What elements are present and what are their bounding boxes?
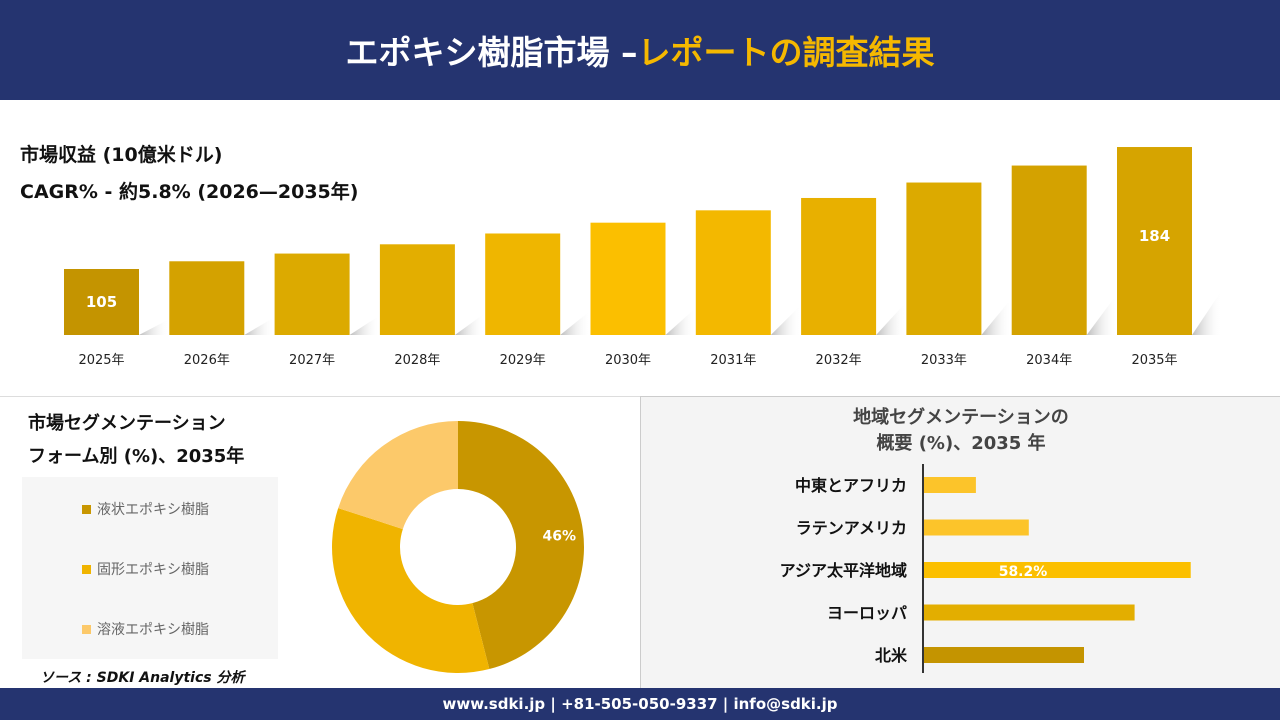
- x-tick-label: 2033年: [921, 353, 967, 368]
- donut-slice-0: [458, 421, 585, 670]
- form-segment-panel: 市場セグメンテーション フォーム別 (%)、2035年 液状エポキシ樹脂 固形エ…: [0, 396, 640, 688]
- bar-shadow: [349, 315, 380, 335]
- legend-label: 固形エポキシ樹脂: [97, 562, 209, 578]
- revenue-panel: 市場収益 (10億米ドル) CAGR% - 約5.8% (2026—2035年)…: [0, 100, 1280, 395]
- bar-2033年: [906, 182, 982, 335]
- hbar-ヨーロッパ: [923, 604, 1135, 621]
- x-tick-label: 2032年: [816, 353, 862, 368]
- x-tick-label: 2034年: [1026, 353, 1072, 368]
- x-tick-label: 2029年: [500, 353, 546, 368]
- title-main: エポキシ樹脂市場 –: [345, 33, 638, 72]
- legend-label: 溶液エポキシ樹脂: [97, 622, 209, 638]
- bar-data-label: 184: [1139, 227, 1170, 245]
- legend-label: 液状エポキシ樹脂: [97, 502, 209, 518]
- bar-shadow: [770, 305, 801, 335]
- footer-contact: www.sdki.jp | +81-505-050-9337 | info@sd…: [0, 688, 1280, 720]
- bar-2026年: [169, 261, 245, 335]
- bar-2025年: [64, 269, 139, 335]
- hbar-アジア太平洋地域: [923, 562, 1191, 578]
- hbar-data-label: 58.2%: [999, 564, 1048, 580]
- hbar-北米: [923, 647, 1084, 663]
- legend-swatch: [82, 564, 91, 574]
- bar-2029年: [485, 233, 561, 335]
- bar-shadow: [454, 313, 485, 335]
- x-tick-label: 2025年: [78, 353, 124, 368]
- source-text: ソース : SDKI Analytics 分析: [40, 670, 245, 686]
- bar-shadow: [665, 308, 696, 335]
- bar-2035年: [1117, 147, 1192, 335]
- bar-shadow: [981, 298, 1012, 335]
- bar-2030年: [590, 222, 666, 335]
- bar-shadow: [244, 317, 275, 335]
- legend-item: 溶液エポキシ樹脂: [82, 619, 209, 639]
- donut-legend: 液状エポキシ樹脂 固形エポキシ樹脂 溶液エポキシ樹脂: [22, 477, 278, 659]
- page-title: エポキシ樹脂市場 – レポートの調査結果: [0, 0, 1280, 100]
- legend-swatch: [82, 624, 91, 634]
- cagr-text: CAGR% - 約5.8% (2026—2035年): [20, 181, 359, 203]
- x-tick-label: 2035年: [1131, 353, 1177, 368]
- y-tick-label: 中東とアフリカ: [795, 476, 907, 495]
- x-tick-label: 2028年: [394, 353, 440, 368]
- form-title-1: 市場セグメンテーション: [28, 413, 226, 434]
- region-title-2: 概要 (%)、2035 年: [876, 433, 1046, 454]
- revenue-bar-chart: 2025年 105 2026年 2027年 2028年 2029年 2030年 2031年 20…: [64, 147, 1222, 368]
- bar-shadow: [1192, 290, 1222, 335]
- x-tick-label: 2027年: [289, 353, 335, 368]
- y-tick-label: 北米: [875, 646, 908, 665]
- hbar-ラテンアメリカ: [923, 519, 1029, 536]
- bar-shadow: [560, 310, 591, 335]
- title-accent: レポートの調査結果: [637, 33, 935, 72]
- bar-2027年: [274, 253, 350, 335]
- form-donut-chart: 46%: [332, 421, 585, 673]
- y-tick-label: ラテンアメリカ: [796, 519, 907, 538]
- x-tick-label: 2026年: [184, 353, 230, 368]
- donut-slice-1: [332, 508, 490, 673]
- donut-slice-2: [338, 421, 458, 530]
- legend-item: 液状エポキシ樹脂: [82, 499, 209, 519]
- region-title-1: 地域セグメンテーションの: [853, 407, 1069, 428]
- region-segment-panel: 地域セグメンテーションの 概要 (%)、2035 年 中東とアフリカ ラテンアメリ…: [640, 396, 1280, 688]
- y-tick-label: アジア太平洋地域: [780, 561, 907, 580]
- legend-item: 固形エポキシ樹脂: [82, 559, 209, 579]
- y-tick-label: ヨーロッパ: [827, 604, 907, 623]
- bar-data-label: 105: [86, 293, 117, 311]
- bar-2034年: [1011, 165, 1087, 335]
- x-tick-label: 2030年: [605, 353, 651, 368]
- form-title-2: フォーム別 (%)、2035年: [28, 446, 245, 467]
- revenue-title: 市場収益 (10億米ドル): [20, 144, 223, 166]
- bar-shadow: [876, 302, 907, 335]
- bar-2031年: [695, 210, 771, 335]
- bar-shadow: [1086, 294, 1117, 335]
- x-tick-label: 2031年: [710, 353, 756, 368]
- bar-shadow: [139, 319, 169, 335]
- bar-2032年: [801, 197, 877, 335]
- slice-data-label: 46%: [543, 528, 577, 544]
- hbar-中東とアフリカ: [923, 477, 976, 493]
- bar-2028年: [379, 244, 455, 335]
- legend-swatch: [82, 504, 91, 514]
